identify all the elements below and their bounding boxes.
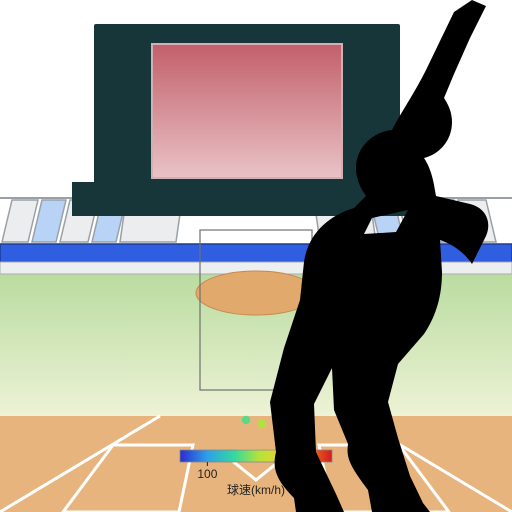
pitch-marker: [258, 420, 266, 428]
infield-dirt: [0, 416, 512, 512]
scoreboard-screen: [152, 44, 342, 178]
colorbar-tick-label: 100: [197, 467, 217, 481]
colorbar-title: 球速(km/h): [227, 483, 285, 497]
pitch-marker: [242, 416, 250, 424]
